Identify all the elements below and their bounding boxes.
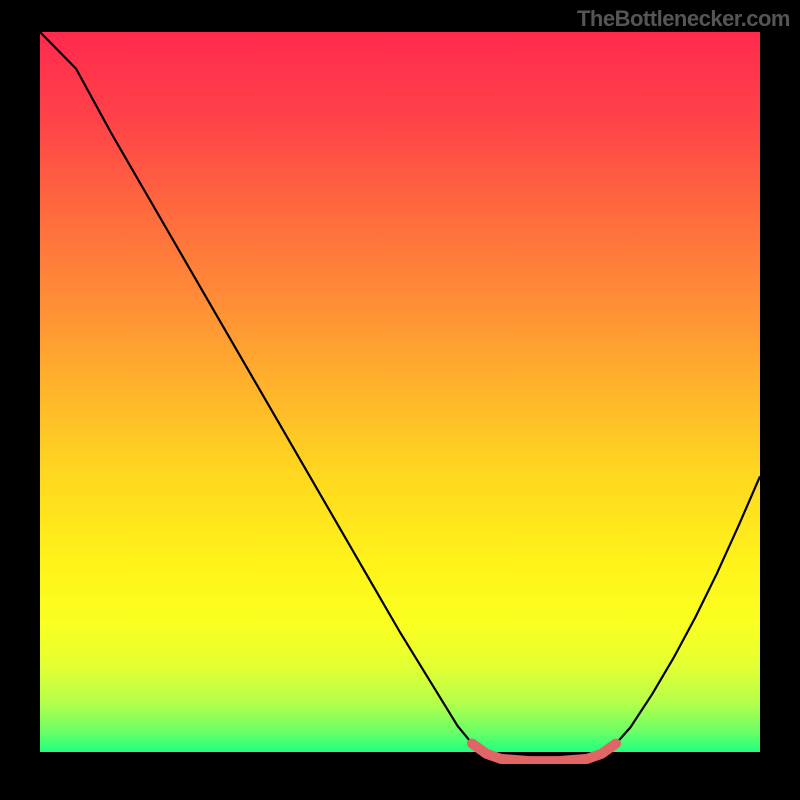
plot-area [40,32,760,764]
chart-container: TheBottlenecker.com [0,0,800,800]
bottleneck-curve [40,32,760,761]
watermark-text: TheBottlenecker.com [577,6,790,32]
curve-layer [40,32,760,764]
optimal-range-marker [472,744,616,762]
